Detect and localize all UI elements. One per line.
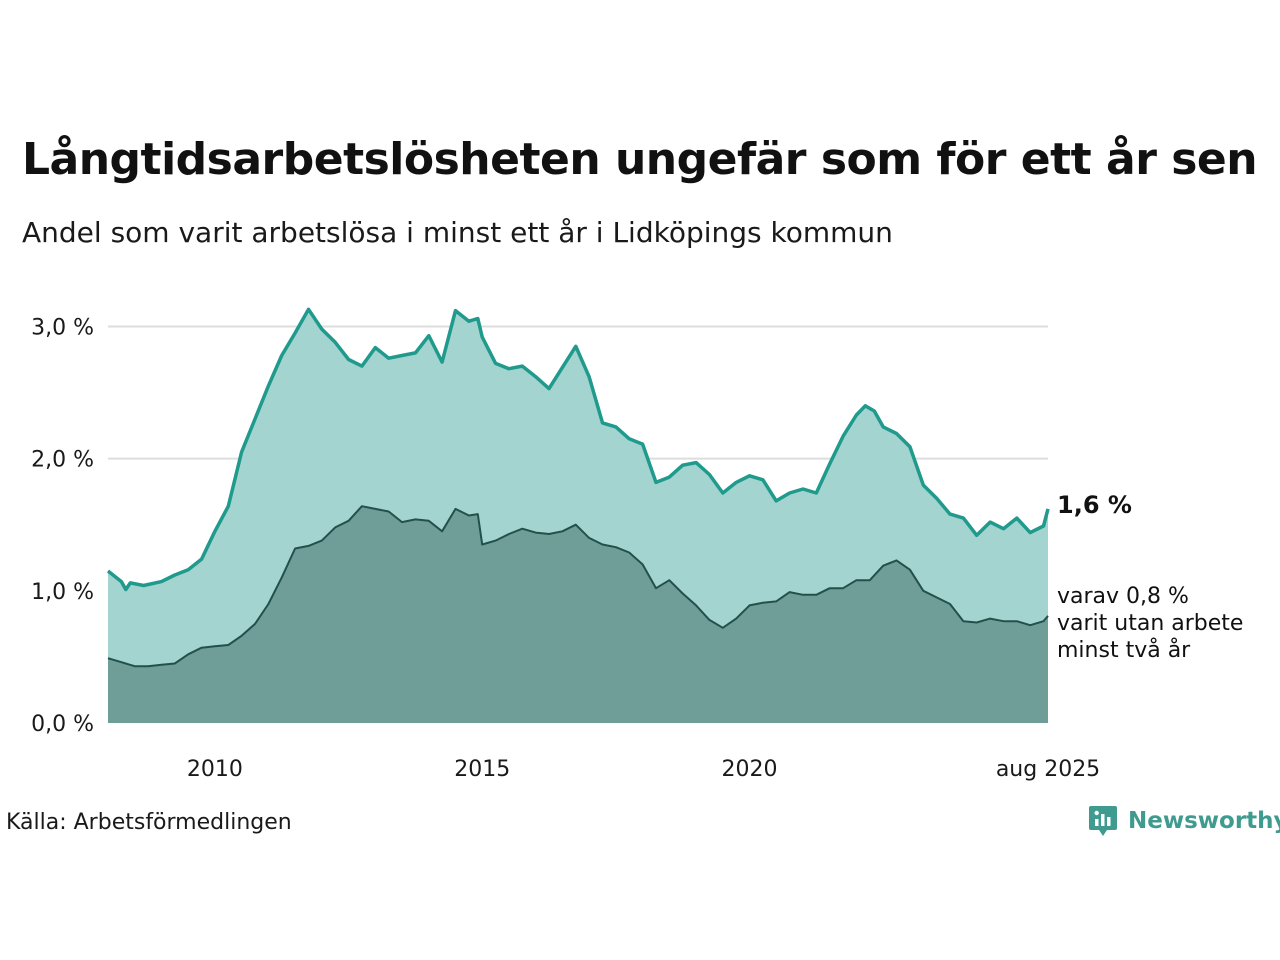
chart-title: Långtidsarbetslösheten ungefär som för e… — [22, 134, 1258, 185]
end-label-sub-line: minst två år — [1057, 637, 1191, 663]
newsworthy-logo-icon — [1089, 806, 1117, 836]
area-unemployed-two-years — [108, 506, 1048, 723]
y-tick-label: 1,0 % — [31, 580, 94, 605]
y-tick-label: 3,0 % — [31, 315, 94, 340]
x-tick-label: 2010 — [187, 757, 243, 782]
y-tick-label: 2,0 % — [31, 448, 94, 473]
y-tick-label: 0,0 % — [31, 712, 94, 737]
x-tick-label: aug 2025 — [996, 757, 1100, 782]
x-tick-label: 2015 — [454, 757, 510, 782]
end-label-sub-line: varav 0,8 % — [1057, 584, 1189, 609]
newsworthy-logo: Newsworthy — [1088, 804, 1280, 838]
end-label-main: 1,6 % — [1057, 491, 1132, 519]
end-label-sub-line: varit utan arbete — [1057, 611, 1243, 636]
end-label-sub: varav 0,8 % varit utan arbete minst två år — [1057, 584, 1243, 663]
chart-subtitle: Andel som varit arbetslösa i minst ett å… — [22, 216, 893, 249]
source-note: Källa: Arbetsförmedlingen — [6, 810, 292, 835]
y-axis: 0,0 % 1,0 % 2,0 % 3,0 % — [31, 315, 94, 737]
x-axis: 2010 2015 2020 aug 2025 — [187, 757, 1100, 782]
x-tick-label: 2020 — [722, 757, 778, 782]
line-unemployed-two-years — [107, 505, 1049, 668]
logo-text: Newsworthy — [1128, 808, 1280, 834]
line-long-term-unemployed — [106, 307, 1050, 592]
